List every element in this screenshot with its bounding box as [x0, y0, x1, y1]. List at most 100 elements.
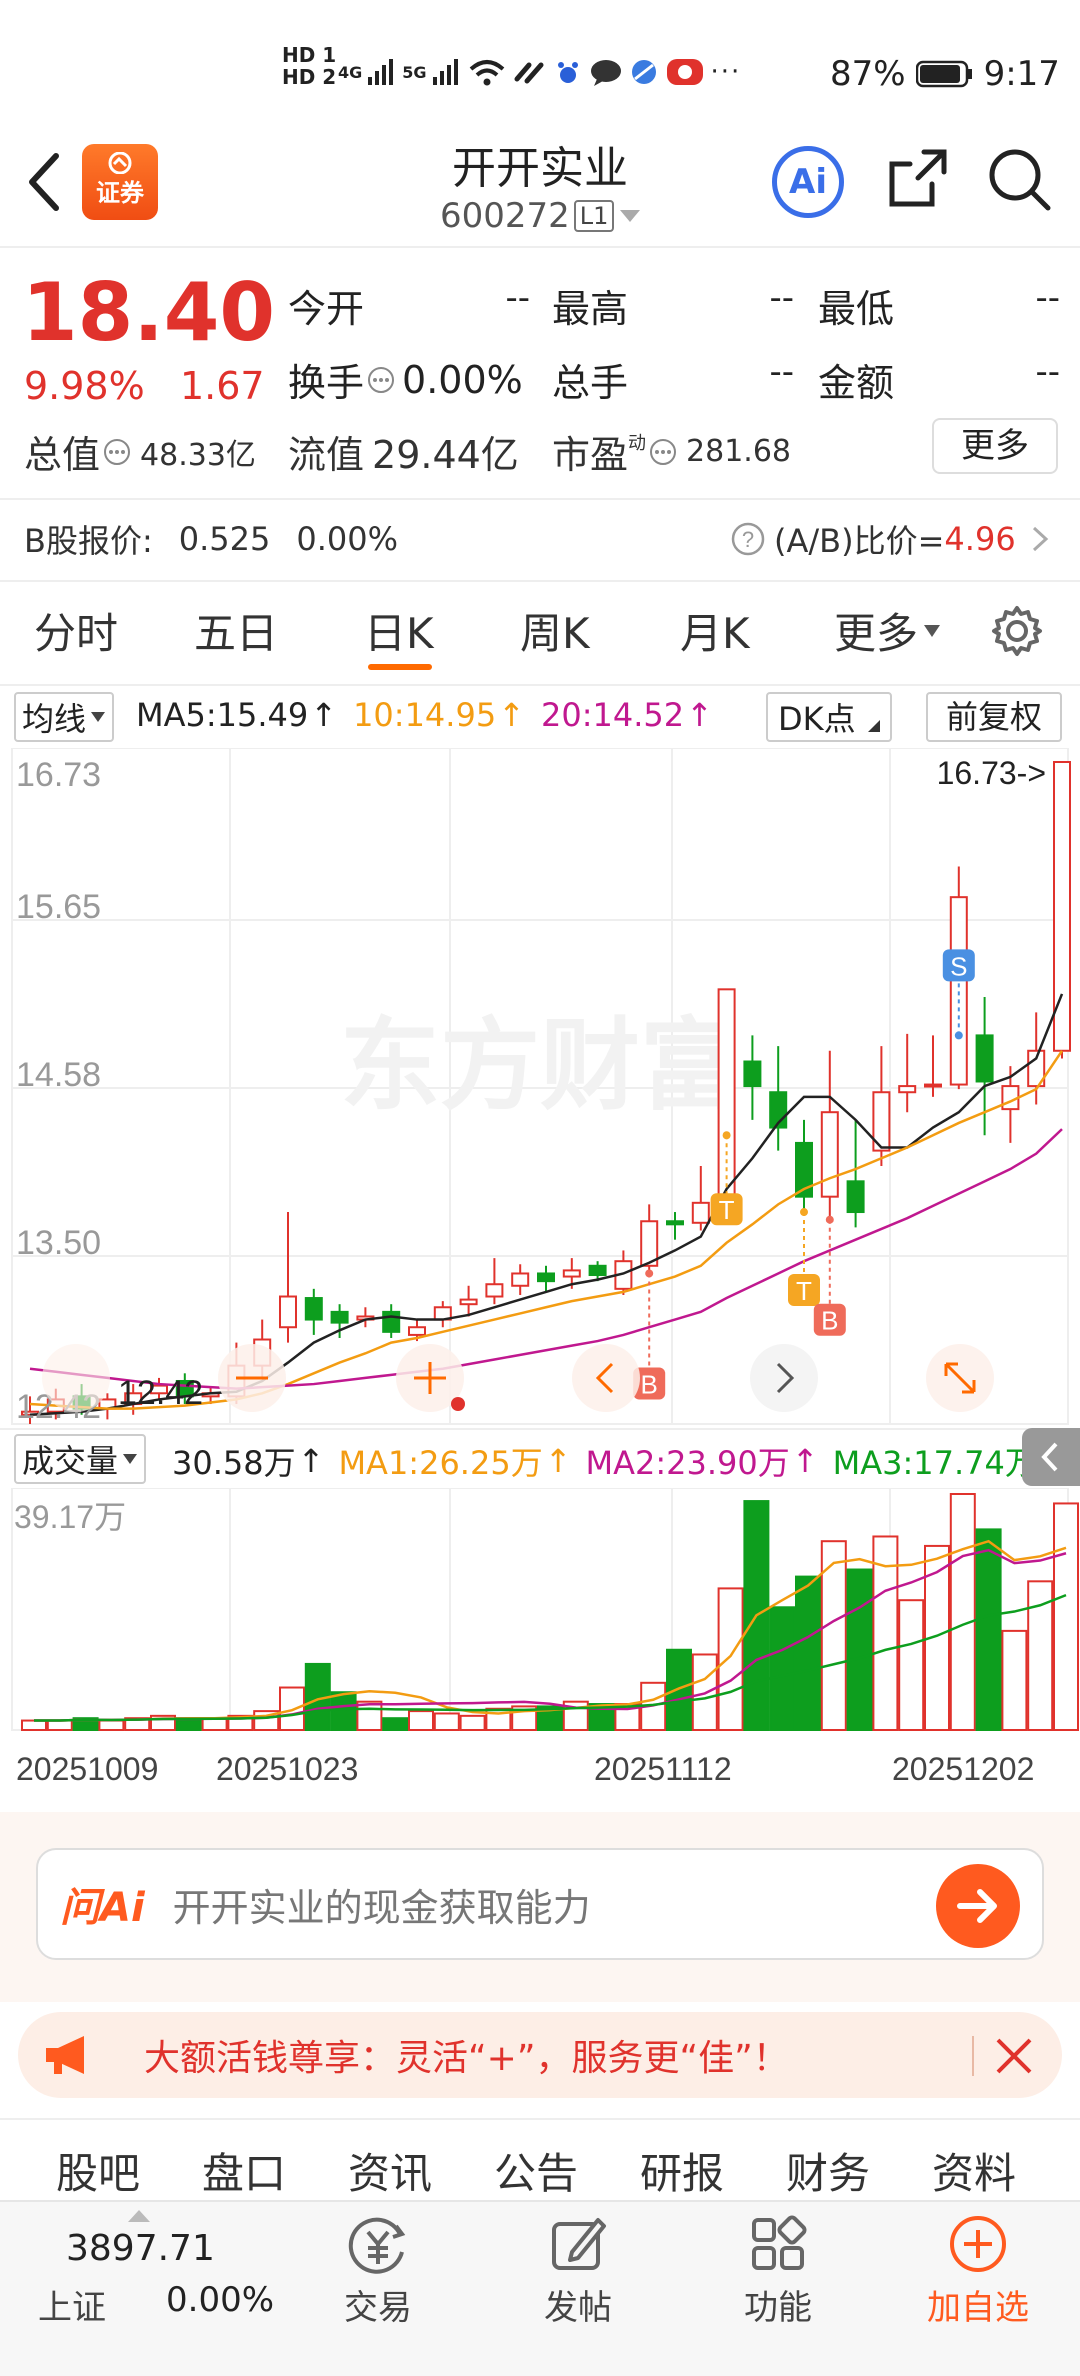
volume-bar: [1001, 1629, 1028, 1732]
volume-bar: [72, 1717, 99, 1731]
candle: [279, 1295, 297, 1329]
ai-question-box[interactable]: 问Ai 开开实业的现金获取能力: [36, 1848, 1044, 1960]
current-price: 18.40: [22, 266, 276, 359]
signal-marker-badge: [788, 1274, 820, 1307]
zoom-out-button[interactable]: [218, 1344, 286, 1412]
nav-post[interactable]: 发帖: [518, 2212, 638, 2329]
chevron-right-icon: [1032, 526, 1048, 552]
volume-value: --: [769, 352, 794, 392]
tab-profile[interactable]: 资料: [932, 2149, 1017, 2198]
ma5-line: [29, 993, 1064, 1417]
candle: [795, 1141, 813, 1198]
vol-ma1-value: MA1:26.25万: [338, 1444, 543, 1482]
vol-ma2-value: MA2:23.90万: [585, 1444, 790, 1482]
volume-chart[interactable]: 39.17万 20251009 20251023 20251112 202512…: [0, 1488, 1080, 1812]
sim2-label: HD 2: [282, 65, 337, 89]
tab-guba[interactable]: 股吧: [56, 2149, 141, 2198]
tab-more[interactable]: 更多: [834, 600, 942, 661]
index-name[interactable]: 上证: [38, 2288, 106, 2328]
candle: [898, 1085, 917, 1094]
tab-monthly-k[interactable]: 月K: [680, 609, 750, 658]
net2-label: 5G: [402, 62, 427, 82]
dual-sim-badge: HD 1 HD 2: [282, 44, 336, 88]
tab-intraday[interactable]: 分时: [34, 609, 119, 658]
ma10-line: [29, 1050, 1064, 1410]
ai-brand: 问Ai: [60, 1885, 145, 1931]
ai-assistant-button[interactable]: Ai: [772, 146, 844, 218]
candle: [846, 1180, 865, 1214]
scroll-left-button[interactable]: [572, 1344, 640, 1412]
tab-announcements[interactable]: 公告: [494, 2149, 579, 2198]
candle: [691, 1201, 710, 1224]
index-pct: 0.00%: [166, 2280, 275, 2320]
share-icon[interactable]: [884, 146, 950, 212]
info-dots-icon[interactable]: [648, 437, 678, 467]
tab-daily-k[interactable]: 日K: [364, 609, 434, 658]
scroll-right-button[interactable]: [750, 1344, 818, 1412]
more-quote-button[interactable]: 更多: [932, 418, 1058, 474]
volume-indicator-selector[interactable]: 成交量: [14, 1434, 147, 1484]
adjust-button[interactable]: 前复权: [926, 692, 1062, 742]
stock-name: 开开实业: [452, 143, 628, 194]
tab-more-label: 更多: [834, 609, 919, 658]
promo-divider: [972, 2036, 974, 2076]
dk-point-button[interactable]: DK点: [766, 692, 892, 742]
clock: 9:17: [983, 54, 1060, 94]
volume-bar: [21, 1719, 47, 1731]
tab-five-day[interactable]: 五日: [194, 609, 279, 658]
info-dots-icon[interactable]: [102, 437, 132, 467]
divider: [0, 580, 1080, 582]
zoom-out-button[interactable]: [42, 1344, 110, 1412]
app-logo[interactable]: 证券: [82, 144, 158, 220]
pe-row: 市盈 动 281.68: [552, 424, 791, 479]
y-tick-label: 13.50: [16, 1224, 101, 1262]
info-dots-icon[interactable]: [366, 365, 396, 395]
divider: [0, 684, 1080, 686]
gear-icon[interactable]: [990, 604, 1044, 658]
candle: [872, 1091, 891, 1152]
sim1-label: HD 1: [282, 43, 337, 67]
nav-functions[interactable]: 功能: [718, 2212, 838, 2329]
yen-circle-icon: [348, 2217, 406, 2274]
back-arrow-icon[interactable]: [26, 152, 66, 212]
stock-code-row[interactable]: 600272 L1: [440, 196, 642, 236]
candle: [949, 896, 968, 1086]
chat-icon: [590, 60, 621, 86]
candle: [511, 1272, 530, 1287]
volume-bar: [975, 1528, 1002, 1732]
ai-send-button[interactable]: [936, 1864, 1020, 1948]
index-value[interactable]: 3897.71: [66, 2228, 215, 2269]
close-icon[interactable]: [994, 2036, 1034, 2076]
fullscreen-button[interactable]: [926, 1344, 994, 1412]
tab-pankou[interactable]: 盘口: [202, 2149, 287, 2198]
arrow-right-icon: [957, 1889, 997, 1923]
tab-research[interactable]: 研报: [640, 2149, 725, 2198]
nav-trade[interactable]: 交易: [318, 2212, 438, 2329]
amount-value: --: [1035, 352, 1060, 392]
x-date-label: 20251202: [892, 1751, 1034, 1787]
ma20-line: [29, 1128, 1063, 1390]
tab-finance[interactable]: 财务: [786, 2149, 871, 2198]
indicator-selector[interactable]: 均线: [14, 692, 115, 742]
candle: [330, 1310, 349, 1324]
dropdown-triangle-icon: [91, 712, 106, 722]
nav-add-watchlist[interactable]: 加自选: [908, 2212, 1048, 2329]
tab-weekly-k[interactable]: 周K: [520, 609, 590, 658]
promo-banner[interactable]: 大额活钱尊享：灵活“+”，服务更“佳”！: [18, 2012, 1062, 2098]
ab-ratio-row[interactable]: ? (A/B)比价= 4.96: [730, 516, 1052, 562]
candle: [640, 1220, 659, 1267]
signal-icon: [432, 59, 458, 85]
help-icon[interactable]: ?: [730, 521, 766, 557]
search-icon[interactable]: [986, 146, 1052, 212]
market-cap-row: 总值 48.33亿: [24, 424, 256, 479]
signal-marker-label: S: [950, 951, 967, 981]
signal-marker-dot: [645, 1269, 654, 1278]
b-share-label: B股报价:: [24, 522, 153, 560]
zoom-in-button[interactable]: [396, 1344, 464, 1412]
tab-news[interactable]: 资讯: [348, 2149, 433, 2198]
candle: [975, 1034, 994, 1083]
ab-ratio-label: (A/B)比价=: [774, 522, 945, 560]
collapse-panel-button[interactable]: [1022, 1428, 1080, 1486]
